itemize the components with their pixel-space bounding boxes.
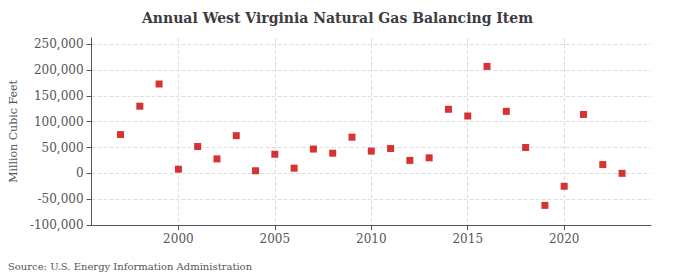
svg-text:2010: 2010	[356, 232, 387, 246]
svg-text:50,000: 50,000	[42, 141, 84, 155]
svg-text:2015: 2015	[452, 232, 483, 246]
svg-text:-50,000: -50,000	[38, 192, 84, 206]
svg-text:200,000: 200,000	[34, 63, 84, 77]
svg-text:Annual West Virginia Natural G: Annual West Virginia Natural Gas Balanci…	[141, 10, 533, 26]
svg-text:2000: 2000	[163, 232, 194, 246]
svg-text:100,000: 100,000	[34, 115, 84, 129]
svg-text:150,000: 150,000	[34, 89, 84, 103]
svg-text:Source: U.S. Energy Informatio: Source: U.S. Energy Information Administ…	[8, 261, 253, 272]
svg-text:250,000: 250,000	[34, 37, 84, 51]
svg-text:Million Cubic Feet: Million Cubic Feet	[7, 80, 20, 183]
svg-text:2005: 2005	[260, 232, 291, 246]
svg-text:0: 0	[76, 166, 84, 180]
svg-text:-100,000: -100,000	[30, 218, 84, 232]
svg-text:2020: 2020	[549, 232, 580, 246]
